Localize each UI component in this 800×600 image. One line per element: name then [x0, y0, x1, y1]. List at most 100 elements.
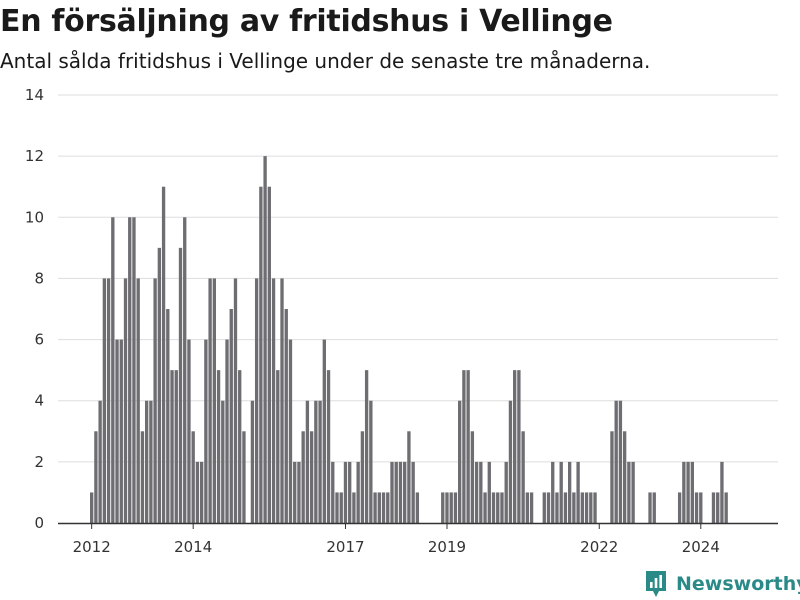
bar: [335, 492, 339, 523]
newsworthy-brand: Newsworthy: [644, 569, 800, 599]
bar: [458, 400, 462, 523]
bar: [119, 339, 123, 523]
bar: [233, 278, 238, 523]
x-tick-label: 2024: [682, 538, 720, 556]
bar: [491, 492, 496, 523]
bar: [301, 431, 305, 523]
y-tick-label: 12: [25, 147, 44, 165]
bar: [521, 431, 525, 523]
bar: [576, 461, 580, 523]
grid-lines: [58, 94, 778, 463]
chart-subtitle: Antal sålda fritidshus i Vellinge under …: [0, 49, 651, 73]
bar: [546, 492, 551, 523]
y-tick-label: 6: [34, 331, 44, 349]
bar: [157, 247, 162, 524]
bar: [263, 156, 267, 523]
bar: [627, 461, 631, 523]
bar: [136, 278, 140, 523]
bar: [504, 461, 508, 523]
bar: [407, 431, 411, 523]
bar: [360, 431, 365, 523]
bar: [686, 461, 690, 523]
bar: [449, 492, 453, 523]
bar: [682, 461, 686, 523]
bar: [339, 492, 343, 523]
bar: [204, 339, 208, 523]
newsworthy-logo-icon: [646, 571, 666, 597]
bar: [123, 278, 128, 523]
bar: [187, 339, 191, 523]
brand-name: Newsworthy: [676, 573, 800, 595]
bar: [479, 461, 483, 523]
bar: [276, 370, 280, 523]
bar: [483, 492, 487, 523]
bar: [348, 461, 352, 523]
bar: [513, 370, 517, 523]
bar: [496, 492, 500, 523]
bar: [98, 400, 102, 523]
data-labels: 1: [736, 0, 748, 6]
bar: [415, 492, 420, 523]
bar: [293, 461, 297, 523]
x-axis: 2012 2014 2017 2019 2022 2024: [58, 522, 778, 556]
chart-title: En försäljning av fritidshus i Vellinge: [0, 4, 613, 39]
bar: [326, 370, 331, 523]
bar: [364, 370, 369, 523]
bar: [462, 370, 466, 523]
bar: [567, 461, 572, 523]
bar: [580, 492, 585, 523]
bar: [212, 278, 216, 523]
bar: [352, 492, 356, 523]
bar: [648, 492, 652, 523]
bar: [140, 431, 145, 523]
bar: [195, 461, 200, 523]
x-tick-label: 2012: [73, 538, 111, 556]
bar: [411, 461, 415, 523]
bar: [559, 461, 563, 523]
y-tick-label: 2: [34, 453, 44, 471]
bar: [398, 461, 403, 523]
bar: [555, 492, 559, 523]
bar: [508, 400, 513, 523]
y-tick-label: 10: [25, 208, 44, 226]
x-tick-label: 2022: [580, 538, 618, 556]
bar: [724, 492, 728, 523]
bar: [445, 492, 449, 523]
bar: [466, 370, 470, 523]
bar: [394, 461, 398, 523]
bar: [356, 461, 360, 523]
bar: [305, 400, 310, 523]
bar: [720, 461, 724, 523]
bar: [128, 217, 132, 524]
bar: [149, 400, 153, 523]
bar: [229, 309, 233, 523]
bar: [593, 492, 597, 523]
bar: [529, 492, 534, 523]
bar: [331, 461, 335, 523]
bar: [716, 492, 720, 523]
bar: [551, 461, 555, 523]
x-tick-label: 2014: [174, 538, 212, 556]
bar: [102, 278, 107, 523]
bar: [487, 461, 491, 523]
bar: [166, 309, 170, 523]
bar: [191, 431, 195, 523]
bar: [441, 492, 445, 523]
bar: [622, 431, 627, 523]
bar: [284, 309, 288, 523]
bar: [161, 186, 166, 523]
bar: [589, 492, 593, 523]
bar: [115, 339, 119, 523]
bar: [144, 400, 149, 523]
bar: [369, 400, 373, 523]
bar: [280, 278, 284, 523]
bar: [711, 492, 716, 523]
bar: [183, 217, 187, 524]
bar: [199, 461, 204, 523]
bar: [386, 492, 390, 523]
bar: [614, 400, 618, 523]
bar: [221, 400, 225, 523]
bar: [584, 492, 589, 523]
bar: [390, 461, 394, 523]
bar: [572, 492, 576, 523]
